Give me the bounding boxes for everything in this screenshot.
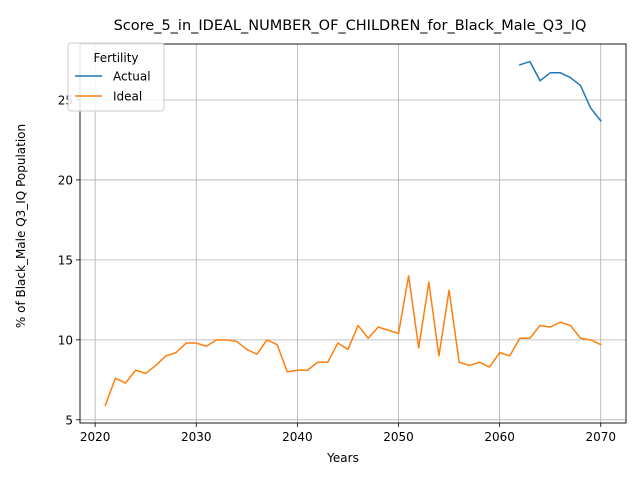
x-tick-label: 2030 bbox=[181, 430, 212, 444]
x-tick-label: 2070 bbox=[585, 430, 616, 444]
plot-area-frame bbox=[79, 43, 627, 424]
y-tick-label: 15 bbox=[58, 253, 73, 267]
legend-box bbox=[67, 42, 165, 112]
series-line-actual bbox=[518, 60, 602, 122]
legend-label-actual: Actual bbox=[113, 70, 151, 84]
y-axis-label: % of Black_Male Q3_IQ Population bbox=[14, 124, 28, 328]
x-tick-label: 2060 bbox=[484, 430, 515, 444]
series-layer bbox=[104, 60, 602, 407]
legend-entries: Actual Ideal bbox=[75, 70, 151, 104]
chart-title: Score_5_in_IDEAL_NUMBER_OF_CHILDREN_for_… bbox=[114, 18, 587, 34]
series-line-ideal bbox=[104, 275, 602, 407]
y-tick-label: 10 bbox=[58, 333, 73, 347]
y-tick-label: 20 bbox=[58, 173, 73, 187]
x-axis-ticks: 2020 2030 2040 2050 2060 2070 bbox=[80, 423, 616, 444]
x-tick-label: 2020 bbox=[80, 430, 111, 444]
x-axis-label: Years bbox=[326, 451, 359, 465]
x-tick-label: 2050 bbox=[383, 430, 414, 444]
legend-title: Fertility bbox=[93, 51, 138, 65]
x-tick-label: 2040 bbox=[282, 430, 313, 444]
legend: Fertility Actual Ideal bbox=[67, 42, 165, 112]
grid-lines bbox=[80, 44, 626, 423]
legend-label-ideal: Ideal bbox=[113, 90, 142, 104]
y-tick-label: 5 bbox=[65, 413, 73, 427]
